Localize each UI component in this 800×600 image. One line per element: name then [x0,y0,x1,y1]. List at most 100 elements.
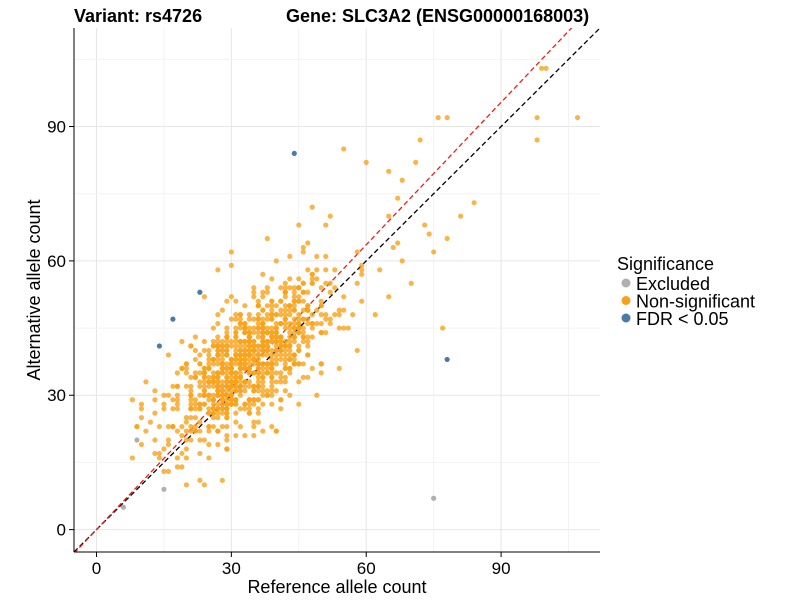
point-non-significant [264,235,270,242]
point-non-significant [188,406,194,412]
point-non-significant [156,450,163,457]
point-non-significant [296,222,302,228]
point-non-significant [246,347,252,354]
point-non-significant [287,370,293,376]
point-non-significant [251,289,257,295]
point-non-significant [183,437,189,443]
point-non-significant [210,343,216,349]
point-non-significant [183,455,189,461]
point-non-significant [255,370,261,376]
chart-title-gene: Gene: SLC3A2 (ENSG00000168003) [286,6,589,26]
point-non-significant [215,352,221,358]
point-non-significant [183,428,189,434]
point-non-significant [336,365,342,371]
point-non-significant [219,397,225,403]
point-non-significant [260,289,266,295]
point-non-significant [282,312,288,318]
point-non-significant [255,303,261,309]
point-non-significant [246,316,252,322]
point-non-significant [282,338,288,345]
point-non-significant [152,397,158,403]
legend-title: Significance [617,254,714,274]
point-non-significant [219,410,225,416]
point-non-significant [296,401,302,407]
legend-item-label: Excluded [636,274,710,294]
point-non-significant [197,383,203,389]
point-non-significant [129,397,136,403]
point-non-significant [161,468,167,474]
point-non-significant [233,374,239,380]
point-non-significant [309,325,315,331]
point-non-significant [219,383,225,389]
point-non-significant [246,334,252,340]
point-non-significant [219,347,225,354]
point-non-significant [174,464,181,470]
point-non-significant [395,240,401,246]
point-non-significant [287,392,293,398]
point-non-significant [309,280,315,286]
point-non-significant [300,325,306,331]
point-non-significant [165,392,172,398]
point-non-significant [165,468,172,474]
point-non-significant [359,298,365,304]
point-non-significant [273,352,279,358]
point-non-significant [305,307,311,313]
point-non-significant [215,267,221,273]
point-non-significant [273,356,279,363]
point-non-significant [287,334,293,340]
point-non-significant [300,334,306,340]
point-non-significant [278,379,284,385]
point-non-significant [444,235,450,242]
point-non-significant [197,477,203,483]
point-non-significant [237,370,243,376]
point-non-significant [206,383,212,389]
point-non-significant [273,312,279,318]
point-non-significant [237,379,243,385]
point-non-significant [296,325,302,331]
point-non-significant [237,338,243,345]
point-non-significant [215,347,221,354]
point-non-significant [210,356,216,363]
point-non-significant [323,253,329,260]
point-non-significant [174,428,181,434]
point-non-significant [201,482,207,488]
point-non-significant [278,370,284,376]
point-non-significant [282,379,288,385]
point-non-significant [278,343,284,349]
point-non-significant [291,285,297,291]
point-non-significant [264,325,270,331]
point-non-significant [417,137,423,143]
legend: Significance ExcludedNon-significantFDR … [617,254,755,329]
point-non-significant [174,370,181,376]
point-non-significant [269,347,275,354]
point-non-significant [318,298,324,304]
point-non-significant [399,258,405,264]
point-non-significant [323,329,329,336]
point-non-significant [242,338,248,345]
point-non-significant [233,338,239,345]
point-non-significant [215,406,221,412]
point-non-significant [224,325,230,331]
point-non-significant [197,370,203,376]
point-non-significant [242,303,248,309]
point-non-significant [318,329,324,336]
point-non-significant [138,415,145,421]
point-non-significant [246,406,252,412]
point-non-significant [260,325,266,331]
point-non-significant [260,347,266,354]
point-non-significant [314,267,320,273]
point-non-significant [377,267,383,273]
point-non-significant [305,240,311,246]
point-fdr-0-05 [197,289,203,295]
point-non-significant [278,397,284,403]
point-non-significant [228,343,234,349]
point-non-significant [192,370,198,376]
point-non-significant [255,316,261,322]
point-non-significant [201,338,207,345]
point-non-significant [188,383,194,389]
point-non-significant [246,379,252,385]
point-non-significant [201,370,207,376]
point-non-significant [233,298,239,304]
point-non-significant [287,343,293,349]
point-non-significant [300,280,306,286]
